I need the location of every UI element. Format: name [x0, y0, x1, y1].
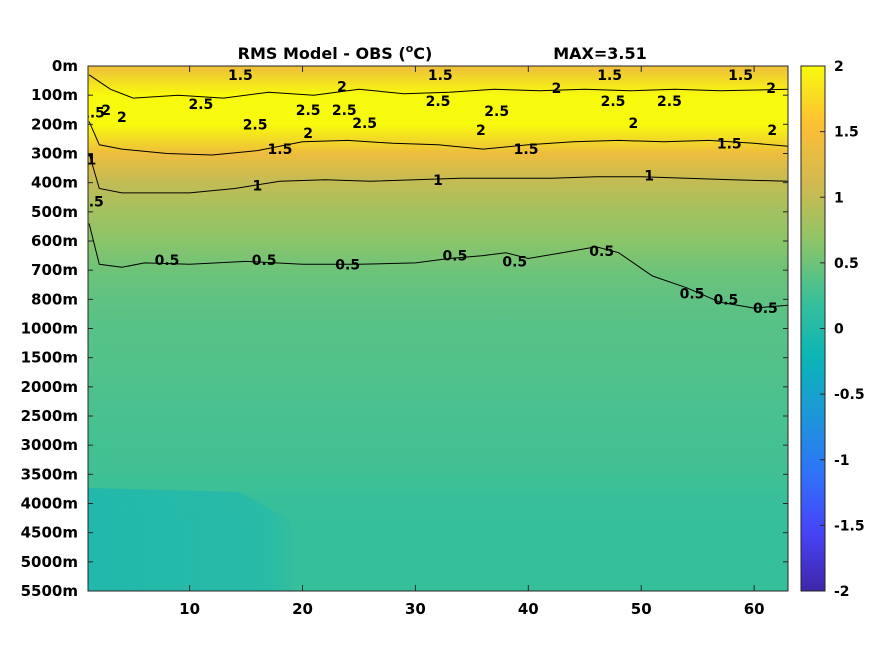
contour-line-1-5	[88, 121, 788, 156]
contour-label: 2.5	[484, 104, 509, 120]
contour-label: 2	[476, 123, 486, 139]
contour-label: 0.5	[79, 195, 104, 211]
contour-layer	[88, 74, 788, 309]
contour-label: 1.5	[717, 136, 742, 152]
contour-label: 1.5	[428, 68, 453, 84]
y-tick-label: 3000m	[21, 436, 78, 454]
contour-label: 1	[87, 152, 97, 168]
contour-label: 1	[644, 168, 654, 184]
colorbar-tick-label: 0.5	[834, 256, 859, 272]
contour-line-0-5	[88, 223, 788, 309]
colorbar-tick-label: 2	[834, 59, 844, 75]
contour-label: 0.5	[753, 301, 778, 317]
colorbar-tick-label: -1.5	[834, 518, 865, 534]
y-tick-label: 400m	[31, 174, 78, 192]
contour-label: 0.5	[502, 254, 527, 270]
x-tick-label: 60	[744, 600, 765, 618]
contour-label: 2	[117, 110, 127, 126]
colorbar-tick-label: -2	[834, 584, 850, 600]
contour-label: 0.5	[252, 253, 277, 269]
colorbar-tick-label: 1	[834, 190, 844, 206]
colorbar-tick-label: 1.5	[834, 125, 859, 141]
x-tick-label: 20	[292, 600, 313, 618]
contour-label: 2	[303, 126, 313, 142]
contour-label: 0.5	[155, 253, 180, 269]
colorbar: 2 1.5 1 0.5 0 -0.5 -1 -1.5 -2	[800, 59, 865, 600]
contour-label: 2	[552, 81, 562, 97]
x-axis: 10 20 30 40 50 60	[179, 66, 765, 618]
y-tick-label: 600m	[31, 232, 78, 250]
x-tick-label: 40	[518, 600, 539, 618]
y-tick-label: 4500m	[21, 524, 78, 542]
contour-label: 1	[252, 179, 262, 195]
y-axis: 0m 100m 200m 300m 400m 500m 600m 700m 800m 1000m 1…	[21, 57, 788, 600]
y-tick-label: 100m	[31, 86, 78, 104]
colorbar-tick-label: -0.5	[834, 387, 865, 403]
y-tick-label: 5500m	[21, 582, 78, 600]
contour-label: 1	[433, 173, 443, 189]
y-tick-label: 500m	[31, 203, 78, 221]
y-tick-label: 700m	[31, 261, 78, 279]
contour-label: 1.5	[228, 68, 253, 84]
plot-area: 1.521.521.5 1.522 22.5 2.5 2.52.52.52.5 2.52.…	[79, 65, 789, 592]
contour-label: 0.5	[713, 292, 738, 308]
y-tick-label: 200m	[31, 115, 78, 133]
contour-label: 2.5	[332, 103, 357, 119]
contour-label: 0.5	[680, 287, 705, 303]
contour-label: 1.5	[80, 106, 105, 122]
contour-line-1	[88, 153, 788, 194]
x-tick-label: 50	[631, 600, 652, 618]
y-tick-label: 1500m	[21, 349, 78, 367]
contour-label: 2.5	[188, 97, 213, 113]
colorbar-tick-label: -1	[834, 453, 850, 469]
y-tick-label: 800m	[31, 290, 78, 308]
y-tick-label: 300m	[31, 145, 78, 163]
y-tick-label: 2000m	[21, 378, 78, 396]
max-label: MAX=3.51	[553, 44, 647, 63]
contour-label: 2.5	[352, 116, 377, 132]
contour-label: 2.5	[601, 94, 626, 110]
contour-label: 1.5	[268, 142, 293, 158]
contour-label: 1.5	[514, 142, 539, 158]
contour-label: 2	[337, 79, 347, 95]
contour-label: 0.5	[443, 249, 468, 265]
x-tick-label: 30	[405, 600, 426, 618]
chart-title: RMS Model - OBS (oC)	[238, 42, 433, 63]
deep-water-patch	[88, 488, 298, 591]
contour-label-layer: 1.521.521.5 1.522 22.5 2.5 2.52.52.52.5 2.52.…	[79, 68, 778, 317]
y-tick-label: 1000m	[21, 320, 78, 338]
contour-label: 1.5	[728, 68, 753, 84]
colorbar-ticks: 2 1.5 1 0.5 0 -0.5 -1 -1.5 -2	[820, 59, 865, 600]
colorbar-tick-label: 0	[834, 322, 844, 338]
contour-label: 2	[767, 123, 777, 139]
x-tick-label: 10	[179, 600, 200, 618]
contour-label: 0.5	[335, 257, 360, 273]
y-tick-label: 2500m	[21, 407, 78, 425]
contour-label: 1.5	[597, 68, 622, 84]
contour-label: 2.5	[243, 117, 268, 133]
contour-label: 2.5	[296, 103, 321, 119]
y-tick-label: 5000m	[21, 553, 78, 571]
contour-line-2	[88, 74, 788, 99]
contour-label: 2.5	[657, 94, 682, 110]
y-tick-label: 0m	[52, 57, 78, 75]
contour-label: 2	[101, 103, 111, 119]
contour-label: 2	[628, 116, 638, 132]
contour-label: 2.5	[426, 94, 451, 110]
contour-label: 2	[766, 81, 776, 97]
y-tick-label: 4000m	[21, 495, 78, 513]
contour-label: 0.5	[589, 244, 614, 260]
y-tick-label: 3500m	[21, 465, 78, 483]
